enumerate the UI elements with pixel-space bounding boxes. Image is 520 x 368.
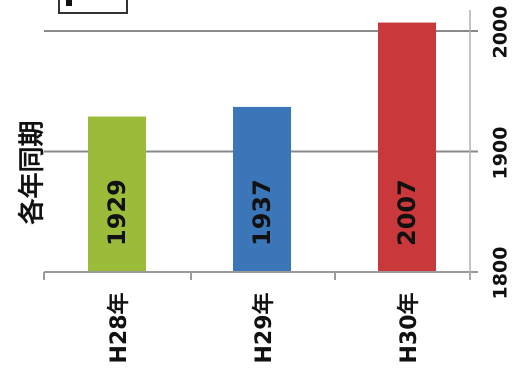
axis-lines	[43, 10, 478, 280]
y-axis-label: 各年同期	[17, 120, 48, 225]
legend-fragment	[58, 0, 128, 14]
bars	[88, 22, 436, 273]
y-tick-label-1900: 1900	[489, 126, 512, 179]
category-label-H30年: H30年	[397, 292, 422, 364]
category-label-H28年: H28年	[107, 292, 132, 364]
y-tick-label-1800: 1800	[489, 246, 512, 300]
legend-swatch	[66, 0, 72, 6]
bar-H28年	[88, 116, 146, 273]
bar-H29年	[233, 106, 291, 272]
data-label-H30年: 2007	[393, 179, 421, 246]
data-label-H28年: 1929	[103, 179, 131, 246]
bar-H30年	[378, 22, 436, 272]
data-label-H29年: 1937	[248, 179, 276, 246]
category-label-H29年: H29年	[252, 292, 277, 364]
y-tick-label-2000: 2000	[489, 5, 512, 59]
